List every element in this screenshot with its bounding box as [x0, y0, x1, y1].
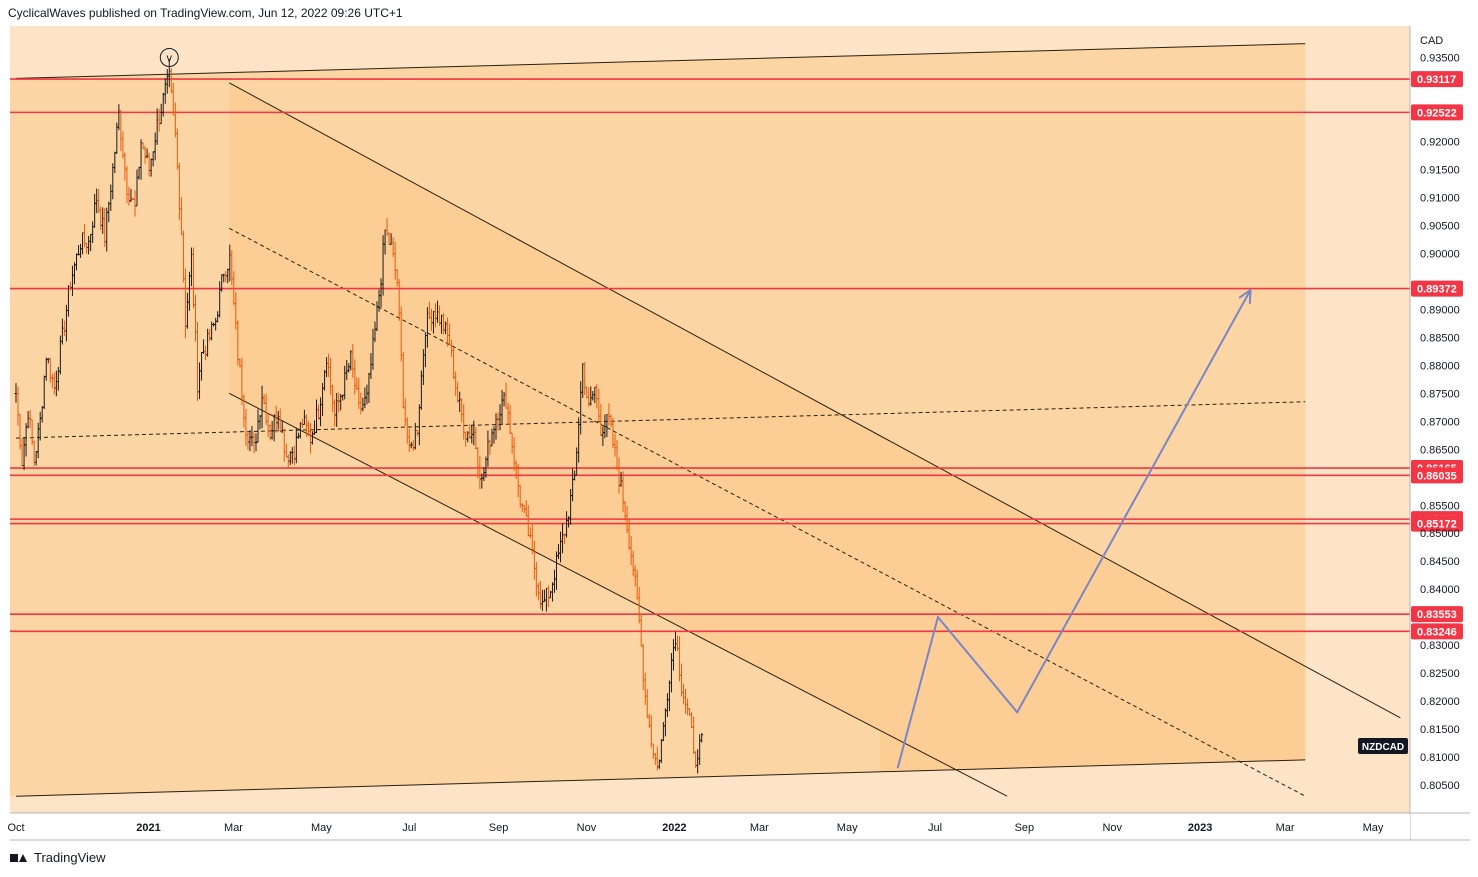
- projection-path: [896, 287, 1252, 769]
- horizontal-levels: [10, 78, 1410, 633]
- price-tick-label: 0.89000: [1420, 304, 1460, 316]
- level-price-tag: [1411, 623, 1463, 640]
- price-tick-label: 0.82500: [1420, 668, 1460, 680]
- time-tick-label: 2021: [136, 822, 160, 834]
- projection-line: [896, 289, 1252, 769]
- currency-label: CAD: [1420, 35, 1443, 47]
- level-price-label: 0.83553: [1417, 609, 1457, 621]
- level-price-label: 0.85172: [1417, 519, 1457, 531]
- level-price-label: 0.92522: [1417, 107, 1457, 119]
- price-tick-label: 0.87500: [1420, 388, 1460, 400]
- time-tick-label: Mar: [1276, 822, 1295, 834]
- wave-label: v: [159, 47, 179, 67]
- time-tick-label: Mar: [224, 822, 243, 834]
- price-tick-label: 0.86500: [1420, 444, 1460, 456]
- price-tick-label: 0.83000: [1420, 640, 1460, 652]
- price-tick-label: 0.92000: [1420, 137, 1460, 149]
- level-price-tag: [1411, 280, 1463, 297]
- time-tick-label: Sep: [1015, 822, 1035, 834]
- level-price-tag: [1411, 515, 1463, 532]
- price-tick-label: 0.82000: [1420, 696, 1460, 708]
- price-tick-label: 0.84000: [1420, 584, 1460, 596]
- level-price-label: 0.83246: [1417, 626, 1457, 638]
- time-tick-label: Jul: [928, 822, 942, 834]
- time-tick-label: May: [311, 822, 332, 834]
- symbol-tag: [1358, 738, 1408, 754]
- tradingview-brand: TradingView: [34, 850, 106, 865]
- wave-label-text: v: [167, 52, 173, 64]
- price-tick-label: 0.81000: [1420, 752, 1460, 764]
- price-tick-label: 0.93500: [1420, 53, 1460, 65]
- price-tick-label: 0.91000: [1420, 193, 1460, 205]
- price-tick-label: 0.90500: [1420, 221, 1460, 233]
- price-tick-label: 0.81500: [1420, 724, 1460, 736]
- price-tick-label: 0.90000: [1420, 248, 1460, 260]
- time-tick-label: 2022: [662, 822, 686, 834]
- symbol-tag-label: NZDCAD: [1362, 742, 1404, 753]
- level-price-tag: [1411, 467, 1463, 484]
- channel-line-mid-dashed: [15, 401, 1306, 439]
- time-tick-label: May: [1363, 822, 1384, 834]
- channel-lines: [15, 43, 1401, 797]
- price-candles: [14, 59, 704, 774]
- time-tick-label: 2023: [1188, 822, 1212, 834]
- price-tick-label: 0.85000: [1420, 528, 1460, 540]
- level-price-tag: [1411, 71, 1463, 88]
- channel-line-desc-upper: [228, 82, 1401, 719]
- time-tick-label: Sep: [489, 822, 509, 834]
- price-axis: 0.931170.925220.893720.861650.860350.852…: [1358, 35, 1463, 792]
- chart-frame: [10, 26, 1470, 841]
- price-tick-label: 0.85500: [1420, 500, 1460, 512]
- level-price-tag: [1411, 104, 1463, 121]
- level-price-tag: [1411, 606, 1463, 623]
- price-tick-label: 0.84500: [1420, 556, 1460, 568]
- level-price-label: 0.89372: [1417, 284, 1457, 296]
- time-tick-label: May: [837, 822, 858, 834]
- time-tick-label: Mar: [750, 822, 769, 834]
- price-tick-label: 0.88000: [1420, 360, 1460, 372]
- wave-circle-icon: [159, 47, 179, 67]
- price-axis-panel: [1410, 26, 1470, 813]
- time-axis: Oct 2021 Mar May Jul Sep Nov 2022 Mar May Jul Sep No…: [7, 822, 1383, 834]
- time-tick-label: Oct: [7, 822, 24, 834]
- price-tick-label: 0.88500: [1420, 332, 1460, 344]
- level-price-label: 0.86035: [1417, 470, 1457, 482]
- channel-line-desc-lower: [228, 392, 1008, 797]
- time-axis-panel: [10, 814, 1410, 840]
- tradingview-logo-icon: [10, 852, 28, 864]
- time-tick-label: Nov: [1102, 822, 1122, 834]
- price-tick-label: 0.80500: [1420, 780, 1460, 792]
- publish-header: CyclicalWaves published on TradingView.c…: [8, 6, 403, 20]
- price-tick-label: 0.87000: [1420, 416, 1460, 428]
- channel-fills: [10, 43, 1306, 797]
- level-price-label: 0.93117: [1417, 74, 1456, 86]
- descending-channel-fill: [229, 82, 1306, 772]
- tradingview-footer[interactable]: TradingView: [10, 850, 106, 865]
- time-tick-label: Jul: [402, 822, 416, 834]
- time-tick-label: Nov: [577, 822, 597, 834]
- channel-line-outer-lower: [15, 759, 1306, 797]
- projection-arrow-icon: [1238, 287, 1252, 304]
- channel-line-outer-upper: [15, 43, 1306, 79]
- price-tick-label: 0.91500: [1420, 165, 1460, 177]
